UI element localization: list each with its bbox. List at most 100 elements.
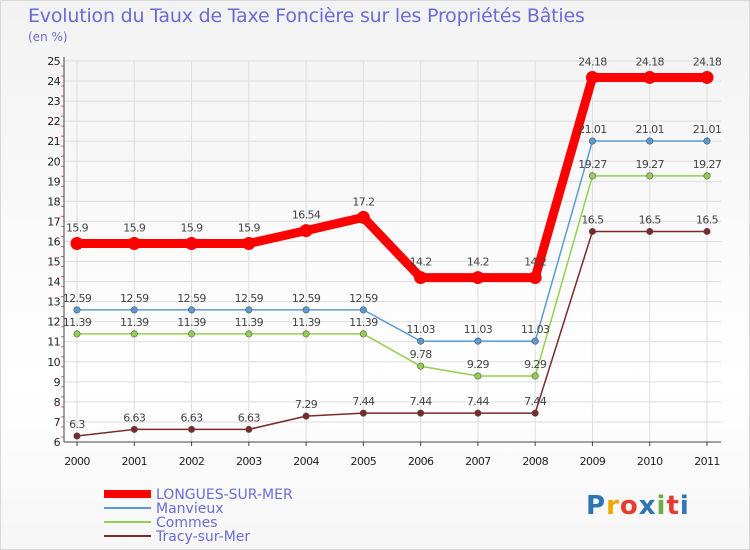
data-point	[188, 425, 196, 433]
data-point	[588, 227, 596, 235]
data-label: 6.63	[238, 411, 261, 424]
y-tick-label: 6	[54, 436, 61, 449]
data-point	[188, 330, 196, 338]
x-tick-label: 2009	[580, 455, 606, 468]
data-point	[700, 70, 714, 84]
logo-letter: o	[619, 491, 639, 521]
data-point	[73, 330, 81, 338]
x-tick-label: 2007	[465, 455, 491, 468]
data-label: 14.2	[524, 256, 546, 269]
data-point	[359, 330, 367, 338]
data-label: 11.39	[177, 316, 206, 329]
data-label: 12.59	[120, 292, 149, 305]
data-label: 24.18	[635, 55, 664, 68]
y-tick-label: 8	[54, 396, 61, 409]
data-label: 14.2	[467, 256, 489, 269]
data-point	[356, 210, 370, 224]
data-label: 11.39	[120, 316, 149, 329]
data-label: 16.54	[292, 209, 321, 222]
data-label: 19.27	[578, 158, 607, 171]
data-label: 9.29	[524, 358, 547, 371]
series-line-2	[76, 175, 708, 377]
data-label: 7.44	[467, 395, 490, 408]
data-point	[646, 227, 654, 235]
data-point	[242, 236, 256, 250]
x-tick-label: 2000	[64, 455, 90, 468]
data-labels: 15.9 15.9 15.9 15.9 16.54 17.2 14.2 14.2 14.2 24.…	[63, 55, 723, 431]
data-label: 21.01	[635, 123, 664, 136]
data-label: 7.44	[352, 395, 375, 408]
data-point	[359, 306, 367, 314]
data-point	[588, 137, 596, 145]
logo-letter: P	[586, 491, 607, 521]
data-label: 11.03	[521, 323, 550, 336]
data-point	[703, 227, 711, 235]
data-label: 16.5	[581, 213, 604, 226]
data-point	[646, 172, 654, 180]
data-label: 11.39	[235, 316, 264, 329]
data-point	[474, 409, 482, 417]
data-label: 15.9	[238, 221, 261, 234]
y-tick-label: 20	[47, 155, 60, 168]
y-tick-label: 16	[47, 235, 60, 248]
data-point	[585, 70, 599, 84]
data-point	[417, 337, 425, 345]
data-label: 7.44	[410, 395, 433, 408]
x-tick-label: 2004	[293, 455, 319, 468]
data-point	[531, 372, 539, 380]
data-point	[188, 306, 196, 314]
legend-label: Commes	[156, 515, 218, 531]
data-point	[302, 306, 310, 314]
data-point	[474, 337, 482, 345]
series-line-1	[76, 140, 708, 342]
data-label: 21.01	[693, 123, 722, 136]
data-label: 12.59	[177, 292, 206, 305]
x-tick-label: 2001	[121, 455, 147, 468]
data-point	[73, 306, 81, 314]
data-label: 11.39	[292, 316, 321, 329]
logo-letter: i	[679, 491, 690, 521]
data-label: 12.59	[63, 292, 92, 305]
logo-letter: t	[666, 491, 680, 521]
chart-unit: (en %)	[28, 30, 68, 44]
data-label: 14.2	[410, 256, 432, 269]
data-label: 6.63	[180, 411, 203, 424]
data-label: 16.5	[696, 213, 719, 226]
data-label: 11.03	[464, 323, 493, 336]
x-tick-label: 2005	[351, 455, 377, 468]
data-point	[414, 271, 428, 285]
logo-letter: r	[606, 491, 620, 521]
data-point	[643, 70, 657, 84]
data-label: 11.03	[406, 323, 435, 336]
data-label: 7.29	[295, 398, 318, 411]
data-point	[528, 271, 542, 285]
data-point	[417, 362, 425, 370]
y-tick-label: 25	[47, 55, 60, 68]
legend-label: LONGUES-SUR-MER	[156, 487, 293, 503]
y-tick-label: 12	[47, 316, 60, 329]
data-label: 6.63	[123, 411, 146, 424]
data-point	[302, 330, 310, 338]
y-tick-label: 17	[47, 215, 60, 228]
series-line-0	[72, 72, 712, 283]
data-point	[531, 337, 539, 345]
data-point	[130, 425, 138, 433]
data-label: 9.29	[467, 358, 490, 371]
data-point	[70, 236, 84, 250]
y-tick-label: 21	[47, 135, 60, 148]
data-label: 15.9	[123, 221, 146, 234]
data-point	[130, 306, 138, 314]
chart-title: Evolution du Taux de Taxe Foncière sur l…	[28, 5, 585, 27]
data-point	[185, 236, 199, 250]
data-point	[130, 330, 138, 338]
data-point	[703, 137, 711, 145]
data-point	[245, 330, 253, 338]
data-label: 24.18	[693, 55, 722, 68]
data-point	[703, 172, 711, 180]
data-point	[299, 224, 313, 238]
y-tick-label: 18	[47, 195, 60, 208]
data-point	[127, 236, 141, 250]
data-point	[474, 372, 482, 380]
